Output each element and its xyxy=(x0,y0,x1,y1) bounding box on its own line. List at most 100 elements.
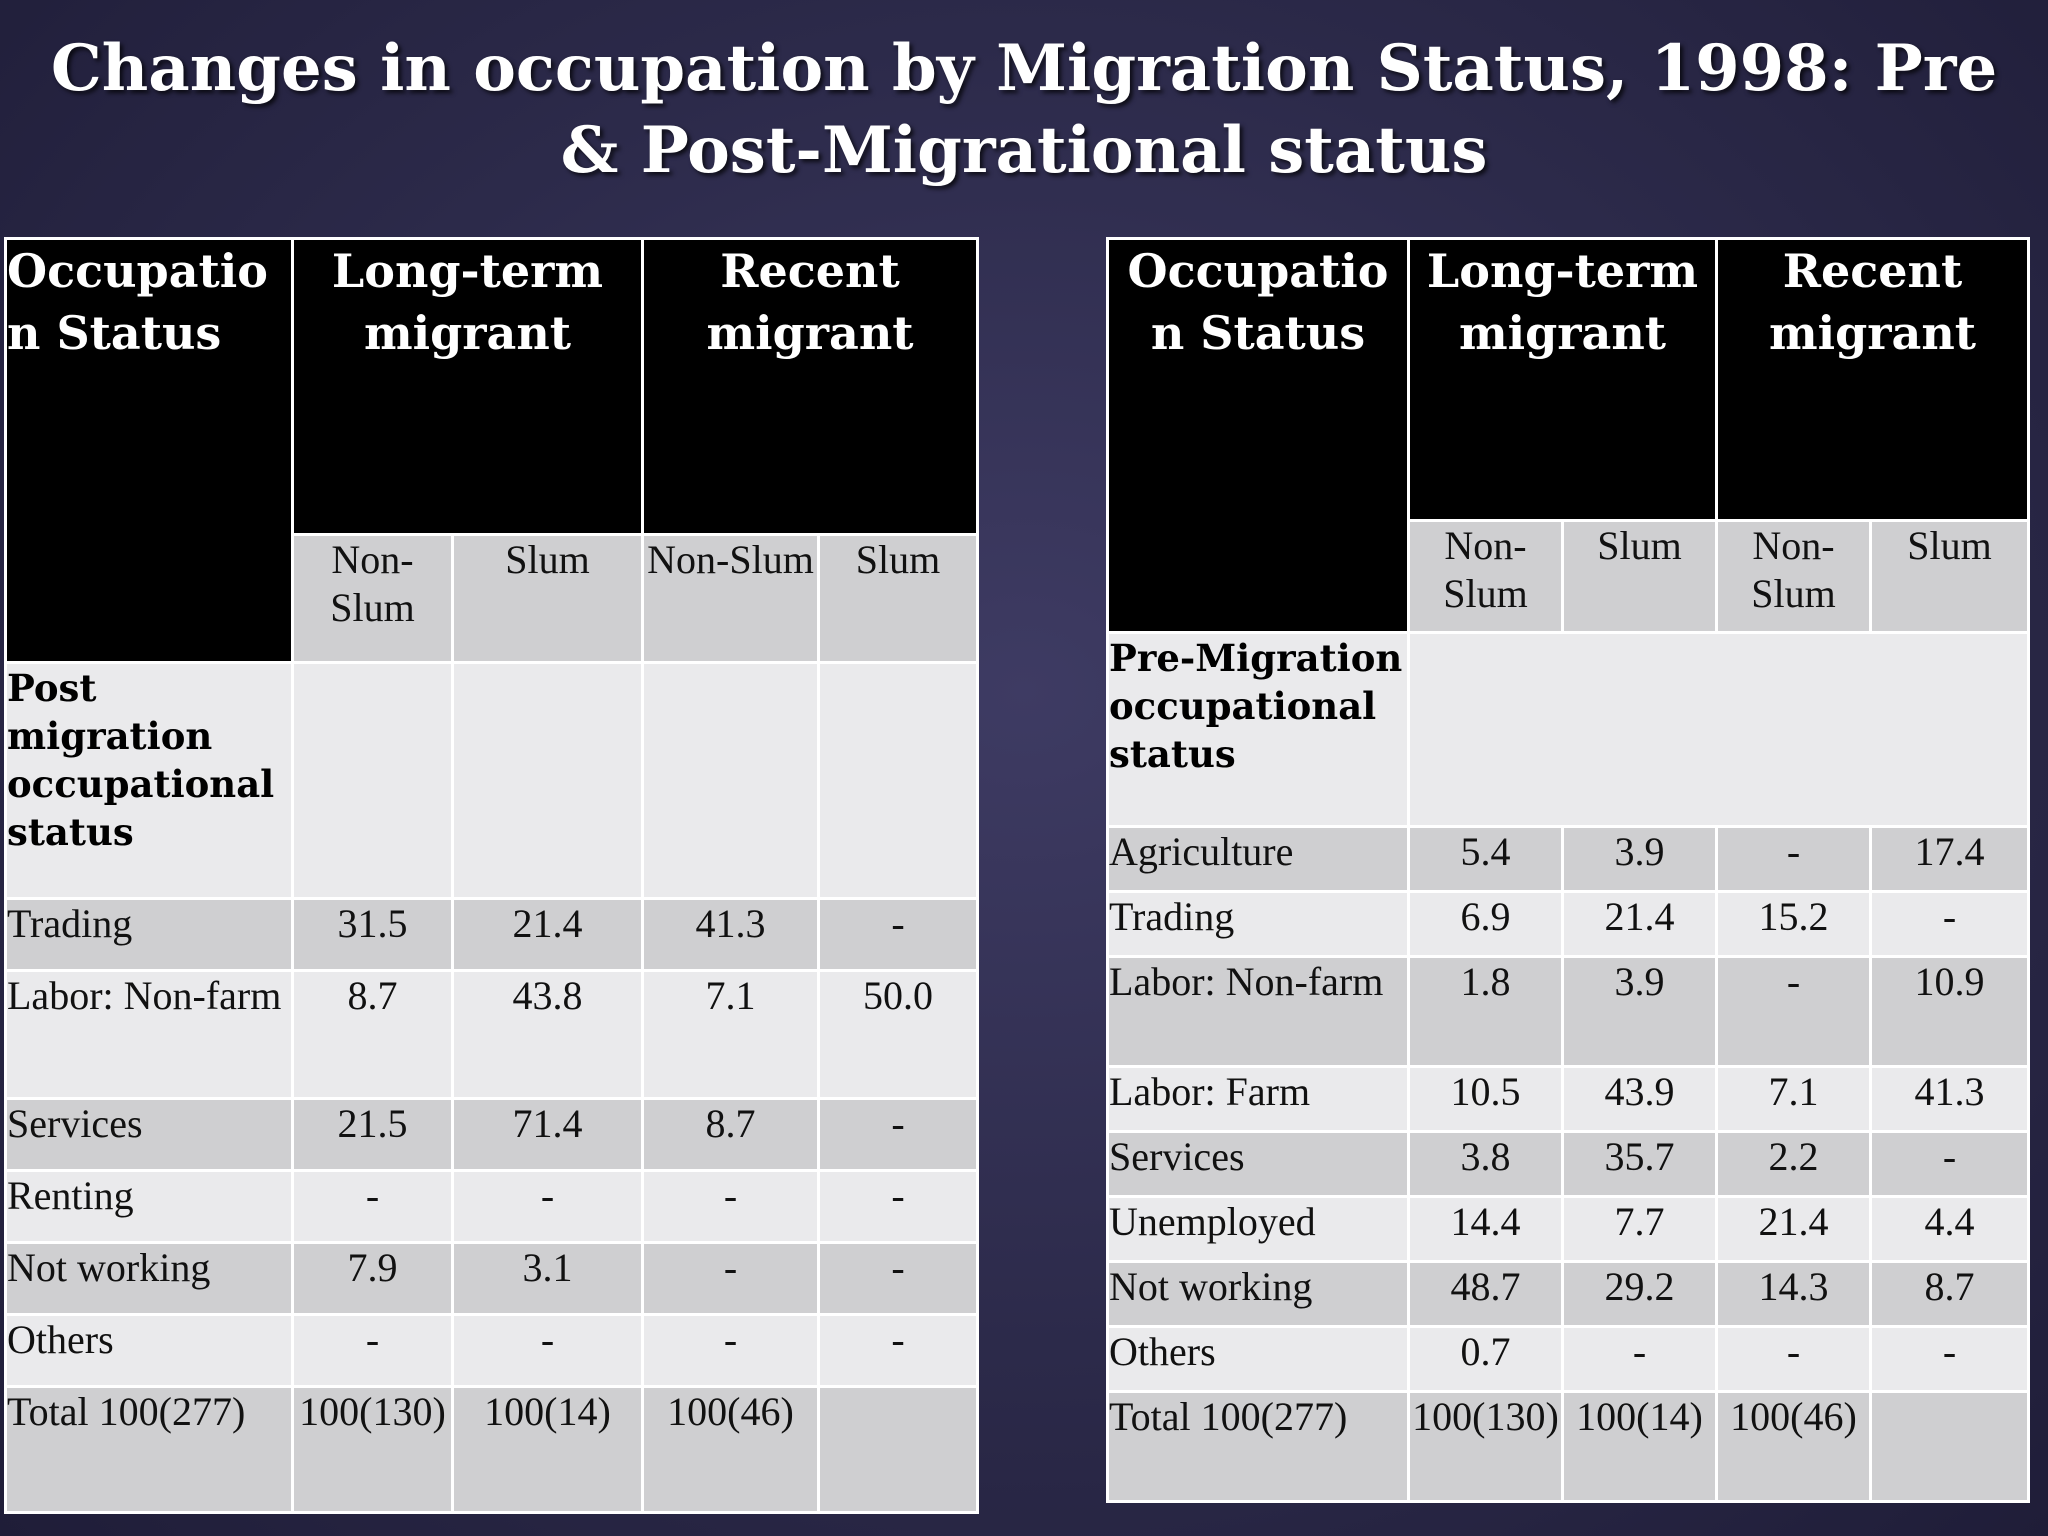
cell-value xyxy=(1869,1390,2030,1503)
cell-value: 8.7 xyxy=(1869,1260,2030,1328)
cell-value: - xyxy=(817,1169,979,1244)
row-label: Labor: Non-farm xyxy=(1106,955,1410,1068)
table-row: Labor: Non-farm 8.7 43.8 7.1 50.0 xyxy=(4,969,979,1100)
cell-value: 41.3 xyxy=(1869,1065,2030,1133)
cell-value: - xyxy=(817,1241,979,1316)
cell-value: 4.4 xyxy=(1869,1195,2030,1263)
cell-value: - xyxy=(817,1313,979,1388)
cell-value: 7.1 xyxy=(1715,1065,1872,1133)
cell-value: - xyxy=(817,897,979,972)
table-row: Labor: Farm 10.5 43.9 7.1 41.3 xyxy=(1106,1065,2030,1133)
cell-value: 3.8 xyxy=(1407,1130,1564,1198)
cell-value: - xyxy=(1561,1325,1718,1393)
pre-migration-table: Occupatio n Status Long-term migrant Rec… xyxy=(1106,237,2030,1503)
table-row: Not working 7.9 3.1 - - xyxy=(4,1241,979,1316)
cell-value: - xyxy=(641,1313,820,1388)
subheader-long-term-non-slum: Non-Slum xyxy=(291,533,454,664)
row-label: Renting xyxy=(4,1169,294,1244)
cell-value: 14.3 xyxy=(1715,1260,1872,1328)
cell-value: 15.2 xyxy=(1715,890,1872,958)
cell-value: - xyxy=(1869,890,2030,958)
cell-value: - xyxy=(1715,825,1872,893)
table-row: Others 0.7 - - - xyxy=(1106,1325,2030,1393)
cell-value: 2.2 xyxy=(1715,1130,1872,1198)
cell-value: - xyxy=(291,1313,454,1388)
cell-value: 7.1 xyxy=(641,969,820,1100)
cell-value: 35.7 xyxy=(1561,1130,1718,1198)
cell-value: - xyxy=(1715,1325,1872,1393)
table-row: Renting - - - - xyxy=(4,1169,979,1244)
row-label: Total 100(277) xyxy=(4,1385,294,1514)
cell-value: 17.4 xyxy=(1869,825,2030,893)
table-row: Agriculture 5.4 3.9 - 17.4 xyxy=(1106,825,2030,893)
cell-value: 43.9 xyxy=(1561,1065,1718,1133)
table-row: Others - - - - xyxy=(4,1313,979,1388)
table-row: Trading 31.5 21.4 41.3 - xyxy=(4,897,979,972)
header-occupation-status: Occupatio n Status xyxy=(4,237,294,664)
cell-value xyxy=(817,1385,979,1514)
cell-value: 3.1 xyxy=(451,1241,644,1316)
cell-value: 7.7 xyxy=(1561,1195,1718,1263)
table-row: Labor: Non-farm 1.8 3.9 - 10.9 xyxy=(1106,955,2030,1068)
row-label: Services xyxy=(4,1097,294,1172)
row-label: Labor: Farm xyxy=(1106,1065,1410,1133)
cell-value: - xyxy=(1869,1130,2030,1198)
cell-value: 50.0 xyxy=(817,969,979,1100)
row-label: Not working xyxy=(4,1241,294,1316)
post-migration-table: Occupatio n Status Long-term migrant Rec… xyxy=(4,237,979,1514)
cell-value: - xyxy=(1869,1325,2030,1393)
header-recent-migrant: Recent migrant xyxy=(641,237,979,536)
cell-value: 31.5 xyxy=(291,897,454,972)
cell-value: 21.4 xyxy=(1561,890,1718,958)
header-long-term-migrant: Long-term migrant xyxy=(291,237,644,536)
cell-value: 100(14) xyxy=(1561,1390,1718,1503)
empty-cell xyxy=(451,661,644,900)
empty-cell xyxy=(291,661,454,900)
row-label: Others xyxy=(1106,1325,1410,1393)
table-row: Unemployed 14.4 7.7 21.4 4.4 xyxy=(1106,1195,2030,1263)
cell-value: - xyxy=(451,1169,644,1244)
cell-value: 21.4 xyxy=(1715,1195,1872,1263)
cell-value: 1.8 xyxy=(1407,955,1564,1068)
subheader-recent-slum: Slum xyxy=(1869,519,2030,634)
cell-value: 6.9 xyxy=(1407,890,1564,958)
table-row: Not working 48.7 29.2 14.3 8.7 xyxy=(1106,1260,2030,1328)
subheader-long-term-non-slum: Non-Slum xyxy=(1407,519,1564,634)
cell-value: 100(46) xyxy=(1715,1390,1872,1503)
cell-value: 29.2 xyxy=(1561,1260,1718,1328)
subheader-recent-slum: Slum xyxy=(817,533,979,664)
row-label: Trading xyxy=(4,897,294,972)
cell-value: 100(130) xyxy=(291,1385,454,1514)
table-row: Total 100(277) 100(130) 100(14) 100(46) xyxy=(1106,1390,2030,1503)
table-row: Trading 6.9 21.4 15.2 - xyxy=(1106,890,2030,958)
cell-value: 7.9 xyxy=(291,1241,454,1316)
empty-cell xyxy=(641,661,820,900)
empty-cell xyxy=(817,661,979,900)
cell-value: 0.7 xyxy=(1407,1325,1564,1393)
cell-value: 43.8 xyxy=(451,969,644,1100)
cell-value: 8.7 xyxy=(641,1097,820,1172)
cell-value: 21.4 xyxy=(451,897,644,972)
cell-value: 100(46) xyxy=(641,1385,820,1514)
header-long-term-migrant: Long-term migrant xyxy=(1407,237,1718,522)
header-occupation-status: Occupatio n Status xyxy=(1106,237,1410,634)
row-label: Labor: Non-farm xyxy=(4,969,294,1100)
row-label: Total 100(277) xyxy=(1106,1390,1410,1503)
row-label: Not working xyxy=(1106,1260,1410,1328)
cell-value: 3.9 xyxy=(1561,825,1718,893)
subheader-long-term-slum: Slum xyxy=(451,533,644,664)
cell-value: 5.4 xyxy=(1407,825,1564,893)
section-label: Pre-Migration occupational status xyxy=(1106,631,1410,828)
cell-value: - xyxy=(451,1313,644,1388)
table-row: Total 100(277) 100(130) 100(14) 100(46) xyxy=(4,1385,979,1514)
cell-value: 14.4 xyxy=(1407,1195,1564,1263)
cell-value: 41.3 xyxy=(641,897,820,972)
row-label: Others xyxy=(4,1313,294,1388)
row-label: Services xyxy=(1106,1130,1410,1198)
table-row: Services 3.8 35.7 2.2 - xyxy=(1106,1130,2030,1198)
cell-value: 21.5 xyxy=(291,1097,454,1172)
cell-value: - xyxy=(291,1169,454,1244)
cell-value: 10.5 xyxy=(1407,1065,1564,1133)
cell-value: 3.9 xyxy=(1561,955,1718,1068)
cell-value: 100(14) xyxy=(451,1385,644,1514)
